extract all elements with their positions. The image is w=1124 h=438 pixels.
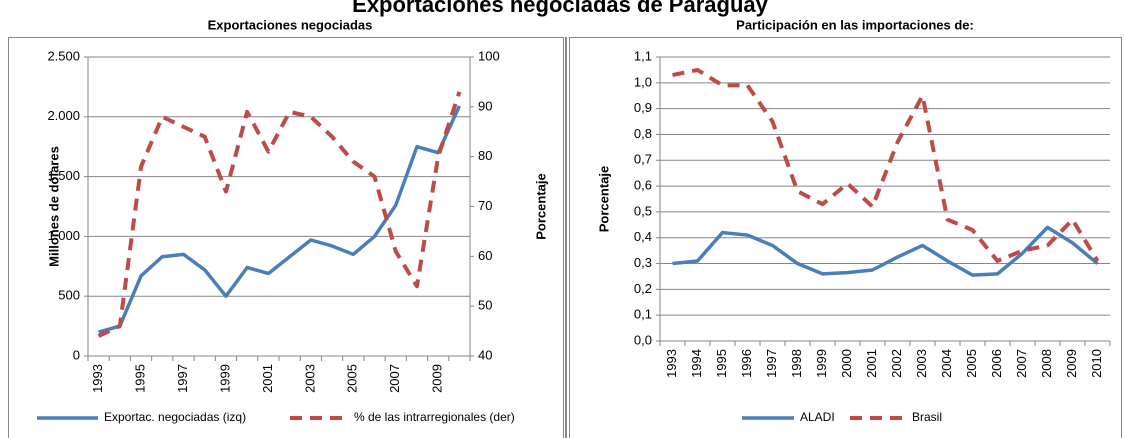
y-tick-label: 0,7 bbox=[634, 152, 652, 167]
x-tick-label: 1993 bbox=[664, 349, 679, 378]
x-tick-label: 1999 bbox=[814, 349, 829, 378]
y-tick-label: 0,5 bbox=[634, 203, 652, 218]
x-tick-label: 2003 bbox=[914, 349, 929, 378]
series-line bbox=[672, 67, 1100, 263]
x-tick-label: 1999 bbox=[217, 364, 232, 393]
y-tick-label: 1,1 bbox=[634, 48, 652, 63]
y2-tick-label: 50 bbox=[478, 298, 492, 313]
x-tick-label: 2006 bbox=[989, 349, 1004, 378]
x-tick-label: 2002 bbox=[889, 349, 904, 378]
y2-tick-label: 40 bbox=[478, 347, 492, 362]
y-axis-label: Millones de dólares bbox=[46, 146, 61, 267]
chart-title: Participación en las importaciones de: bbox=[736, 17, 974, 32]
y-axis-label: Porcentaje bbox=[596, 166, 611, 232]
x-tick-label: 2000 bbox=[839, 349, 854, 378]
x-tick-label: 2007 bbox=[1014, 349, 1029, 378]
x-tick-label: 2005 bbox=[345, 364, 360, 393]
x-tick-label: 1995 bbox=[132, 364, 147, 393]
y-tick-label: 0,0 bbox=[634, 332, 652, 347]
x-tick-label: 1993 bbox=[90, 364, 105, 393]
x-tick-label: 2008 bbox=[1039, 349, 1054, 378]
y-tick-label: 0,6 bbox=[634, 178, 652, 193]
y-tick-label: 0,3 bbox=[634, 255, 652, 270]
legend-label: ALADI bbox=[800, 410, 835, 424]
y-tick-label: 0 bbox=[73, 347, 80, 362]
legend-label: Exportac. negociadas (izq) bbox=[104, 410, 246, 424]
right-panel bbox=[569, 37, 1122, 438]
y-tick-label: 0,8 bbox=[634, 126, 652, 141]
x-tick-label: 2005 bbox=[964, 349, 979, 378]
y2-axis-label: Porcentaje bbox=[533, 173, 548, 239]
x-tick-label: 2001 bbox=[864, 349, 879, 378]
y-tick-label: 2.000 bbox=[47, 108, 80, 123]
x-tick-label: 2004 bbox=[939, 349, 954, 378]
x-tick-label: 2003 bbox=[302, 364, 317, 393]
y2-tick-label: 70 bbox=[478, 198, 492, 213]
x-tick-label: 1997 bbox=[175, 364, 190, 393]
y2-tick-label: 90 bbox=[478, 98, 492, 113]
y2-tick-label: 80 bbox=[478, 148, 492, 163]
y-tick-label: 500 bbox=[58, 288, 80, 303]
y-tick-label: 0,2 bbox=[634, 281, 652, 296]
y-tick-label: 1,0 bbox=[634, 74, 652, 89]
legend-label: % de las intrarregionales (der) bbox=[354, 410, 515, 424]
y-tick-label: 0,9 bbox=[634, 100, 652, 115]
series-line bbox=[98, 105, 461, 334]
y-tick-label: 2.500 bbox=[47, 48, 80, 63]
series-line bbox=[672, 225, 1099, 277]
x-tick-label: 1996 bbox=[739, 349, 754, 378]
x-tick-label: 2007 bbox=[387, 364, 402, 393]
main-title: Exportaciones negociadas de Paraguay bbox=[352, 0, 768, 17]
legend-label: Brasil bbox=[912, 410, 942, 424]
y-tick-label: 1.500 bbox=[47, 168, 80, 183]
x-tick-label: 1995 bbox=[714, 349, 729, 378]
x-tick-label: 1998 bbox=[789, 349, 804, 378]
x-tick-label: 2010 bbox=[1089, 349, 1104, 378]
x-tick-label: 1994 bbox=[689, 349, 704, 378]
x-tick-label: 2009 bbox=[430, 364, 445, 393]
y2-tick-label: 100 bbox=[478, 48, 500, 63]
left-panel bbox=[8, 37, 564, 438]
series-line bbox=[97, 91, 462, 338]
chart-title: Exportaciones negociadas bbox=[208, 17, 373, 32]
x-tick-label: 1997 bbox=[764, 349, 779, 378]
y2-tick-label: 60 bbox=[478, 248, 492, 263]
x-tick-label: 2009 bbox=[1064, 349, 1079, 378]
y-tick-label: 0,1 bbox=[634, 307, 652, 322]
x-tick-label: 2001 bbox=[260, 364, 275, 393]
y-tick-label: 1.000 bbox=[47, 228, 80, 243]
y-tick-label: 0,4 bbox=[634, 229, 652, 244]
